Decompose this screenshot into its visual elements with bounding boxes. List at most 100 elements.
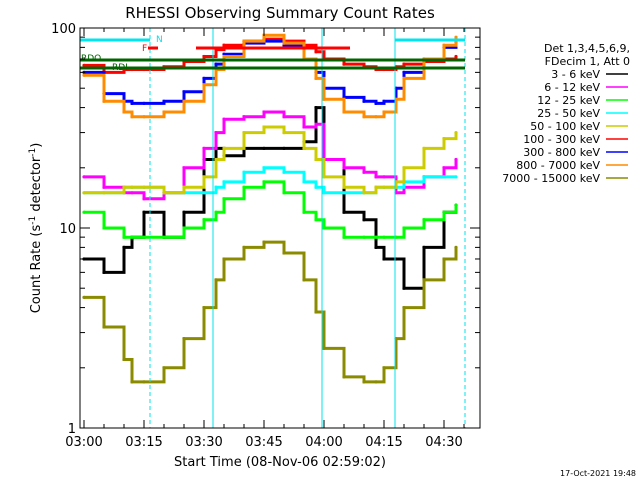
data-point-6 xyxy=(374,101,378,105)
data-point-6 xyxy=(382,99,386,103)
y-tick-label: 1 xyxy=(68,422,76,437)
data-point-5 xyxy=(222,43,226,47)
data-point-3 xyxy=(222,180,226,184)
legend-label: 800 - 7000 keV xyxy=(516,159,600,172)
data-point-7 xyxy=(342,110,346,114)
data-point-2 xyxy=(202,218,206,222)
data-point-4 xyxy=(82,191,86,195)
data-point-2 xyxy=(422,218,426,222)
data-point-0 xyxy=(182,210,186,214)
data-point-8 xyxy=(402,306,406,310)
data-point-8 xyxy=(302,278,306,282)
data-point-4 xyxy=(382,185,386,189)
data-point-4 xyxy=(314,157,318,162)
data-point-0 xyxy=(102,270,106,274)
data-point-3 xyxy=(214,185,218,189)
x-tick-label: 03:45 xyxy=(245,435,282,450)
y-tick-label: 10 xyxy=(59,222,76,237)
data-point-3 xyxy=(314,185,318,189)
data-point-7 xyxy=(82,73,86,77)
data-point-0 xyxy=(374,245,378,249)
data-point-7 xyxy=(122,110,126,114)
data-point-6 xyxy=(130,101,134,105)
data-point-0 xyxy=(282,146,286,150)
data-point-2 xyxy=(322,226,326,230)
data-point-4 xyxy=(222,146,226,150)
data-point-2 xyxy=(214,210,218,214)
data-point-8 xyxy=(362,380,366,384)
data-point-5 xyxy=(454,54,458,59)
data-point-8 xyxy=(282,251,286,255)
data-point-2 xyxy=(82,210,86,214)
flag-label-rdo: RDO xyxy=(81,54,101,64)
data-point-8 xyxy=(202,306,206,310)
data-point-1 xyxy=(454,157,458,162)
data-point-8 xyxy=(142,380,146,384)
data-point-4 xyxy=(442,137,446,141)
data-point-4 xyxy=(182,185,186,189)
data-point-3 xyxy=(282,170,286,174)
series-line-4 xyxy=(84,125,458,195)
x-tick-label: 03:30 xyxy=(185,435,222,450)
data-point-2 xyxy=(102,226,106,230)
data-point-1 xyxy=(342,166,346,170)
data-point-4 xyxy=(422,146,426,150)
data-point-1 xyxy=(362,170,366,174)
data-point-8 xyxy=(222,257,226,261)
flag-label-n: N xyxy=(156,35,163,45)
data-point-8 xyxy=(162,366,166,370)
data-point-7 xyxy=(102,99,106,103)
data-point-0 xyxy=(382,257,386,261)
data-point-4 xyxy=(242,131,246,135)
data-point-8 xyxy=(314,310,318,314)
data-point-4 xyxy=(374,185,378,189)
data-point-7 xyxy=(182,99,186,103)
data-point-7 xyxy=(314,76,318,80)
y-axis-label: Count Rate (s-1 detector-1) xyxy=(28,143,44,314)
data-point-3 xyxy=(442,175,446,179)
data-point-6 xyxy=(182,90,186,94)
data-point-4 xyxy=(342,185,346,189)
legend-label: 100 - 300 keV xyxy=(523,133,600,146)
data-point-8 xyxy=(130,380,134,384)
data-point-3 xyxy=(342,191,346,195)
data-point-5 xyxy=(82,63,86,67)
series-line-2 xyxy=(84,180,458,239)
data-point-4 xyxy=(162,191,166,195)
data-point-2 xyxy=(142,235,146,239)
data-point-8 xyxy=(322,346,326,350)
data-point-6 xyxy=(162,99,166,103)
data-point-2 xyxy=(374,235,378,239)
x-axis-label: Start Time (08-Nov-06 02:59:02) xyxy=(174,455,386,470)
legend-label: 3 - 6 keV xyxy=(551,68,600,81)
data-point-2 xyxy=(382,235,386,239)
data-point-2 xyxy=(122,235,126,239)
legend-header-line: Det 1,3,4,5,6,9, xyxy=(544,42,630,55)
data-point-8 xyxy=(182,337,186,341)
data-point-1 xyxy=(130,191,134,195)
data-point-5 xyxy=(402,62,406,66)
data-point-7 xyxy=(242,39,246,43)
data-point-0 xyxy=(422,245,426,249)
data-point-7 xyxy=(442,43,446,47)
data-point-2 xyxy=(402,226,406,230)
data-point-4 xyxy=(142,185,146,189)
data-point-0 xyxy=(314,106,318,110)
data-point-6 xyxy=(362,99,366,103)
data-point-7 xyxy=(130,115,134,119)
y-tick-label: 100 xyxy=(51,22,76,37)
data-point-1 xyxy=(182,166,186,170)
data-point-7 xyxy=(382,110,386,114)
data-point-2 xyxy=(282,191,286,195)
data-point-6 xyxy=(214,62,218,66)
data-point-4 xyxy=(214,157,218,162)
data-point-2 xyxy=(314,218,318,222)
data-point-4 xyxy=(322,175,326,179)
data-point-2 xyxy=(262,180,266,184)
data-point-2 xyxy=(242,185,246,189)
data-point-7 xyxy=(402,76,406,80)
data-point-8 xyxy=(122,357,126,362)
data-point-0 xyxy=(142,210,146,214)
data-point-1 xyxy=(82,175,86,179)
legend-label: 6 - 12 keV xyxy=(544,81,600,94)
